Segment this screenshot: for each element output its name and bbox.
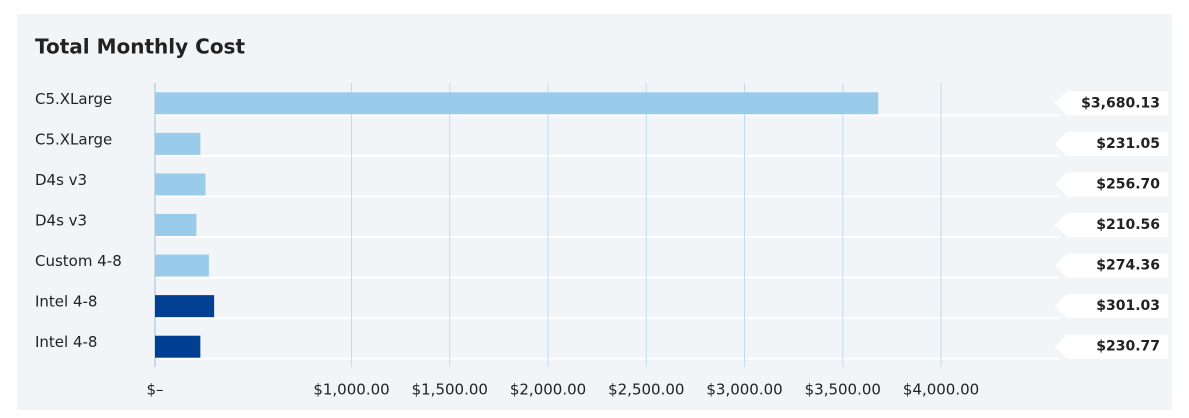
bar [155, 92, 879, 115]
value-label-box [1055, 91, 1168, 116]
x-tick-label: $1,000.00 [313, 381, 389, 399]
x-tick-label: $2,500.00 [608, 381, 684, 399]
y-tick-label: Intel 4-8 [35, 333, 97, 351]
bar [155, 335, 201, 358]
x-tick-label: $4,000.00 [903, 381, 979, 399]
bar [155, 295, 215, 318]
bar [155, 214, 197, 236]
panel [17, 14, 1172, 410]
value-label: $230.77 [1096, 339, 1160, 355]
value-label-box [1055, 172, 1168, 197]
value-label-box [1055, 213, 1168, 237]
x-tick-label: $– [146, 381, 163, 399]
x-tick-label: $1,500.00 [412, 381, 488, 399]
chart-title: Total Monthly Cost [35, 35, 245, 59]
y-tick-label: Custom 4-8 [35, 252, 122, 270]
value-label-box [1055, 334, 1168, 359]
x-tick-label: $2,000.00 [510, 381, 586, 399]
y-tick-label: C5.XLarge [35, 130, 112, 148]
x-tick-label: $3,500.00 [805, 381, 881, 399]
value-label-box [1055, 253, 1168, 278]
y-tick-label: D4s v3 [35, 212, 87, 230]
y-tick-label: D4s v3 [35, 171, 87, 189]
y-tick-label: C5.XLarge [35, 90, 112, 108]
value-label: $231.05 [1096, 136, 1160, 152]
bar [155, 254, 209, 277]
value-label: $210.56 [1096, 217, 1160, 233]
value-label: $301.03 [1096, 298, 1160, 314]
y-tick-label: Intel 4-8 [35, 293, 97, 311]
value-label: $274.36 [1096, 258, 1160, 274]
value-label: $256.70 [1096, 176, 1160, 192]
value-label: $3,680.13 [1081, 95, 1160, 111]
x-tick-label: $3,000.00 [706, 381, 782, 399]
value-label-box [1055, 131, 1168, 156]
value-label-box [1055, 294, 1168, 319]
bar [155, 132, 201, 155]
bar [155, 173, 206, 196]
